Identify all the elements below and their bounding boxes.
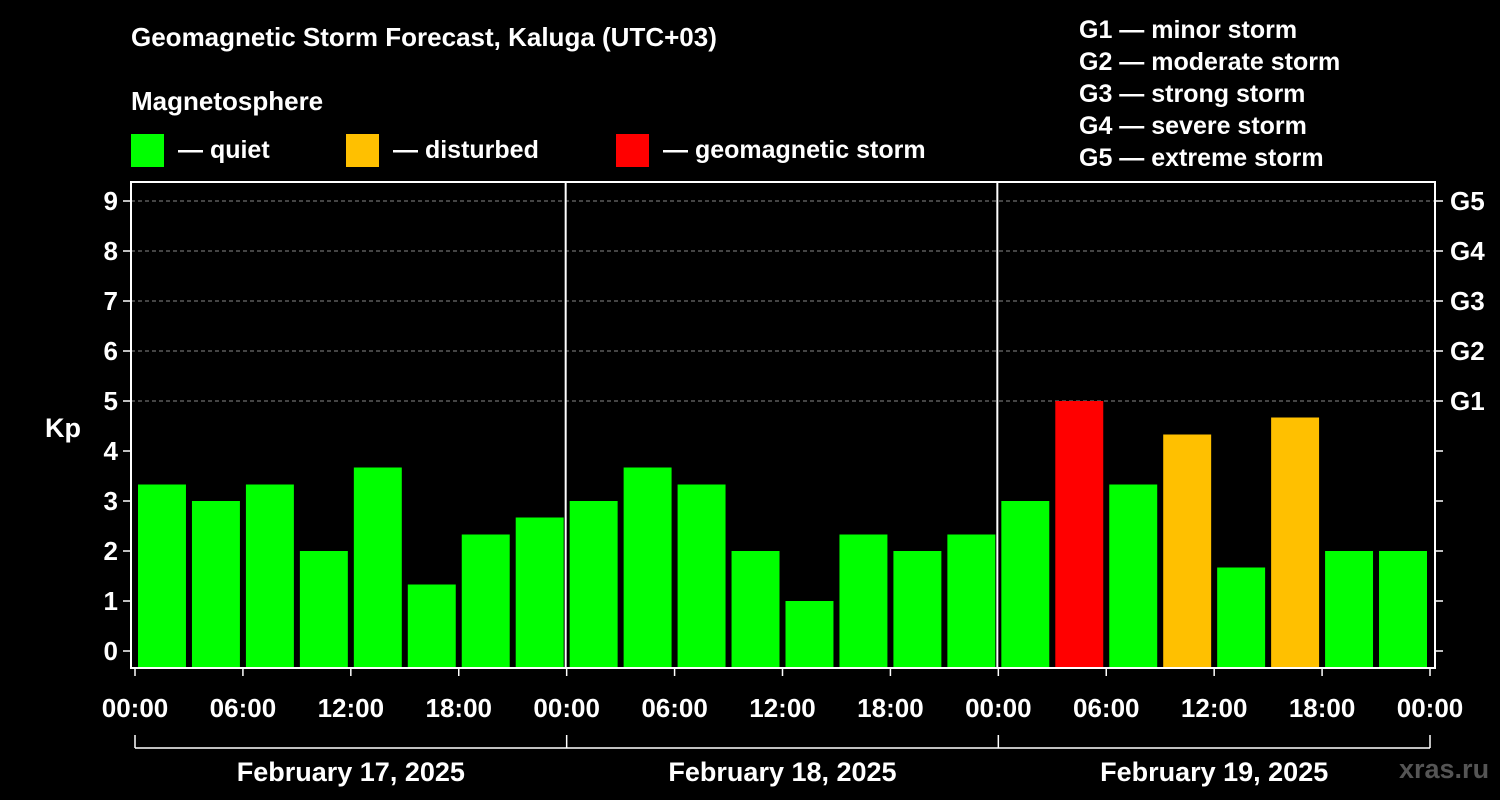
grid-lines <box>131 200 1435 402</box>
y-tick-label-9: 9 <box>104 186 118 216</box>
bar-19 <box>1163 434 1212 668</box>
y-tick-label-3: 3 <box>104 486 118 516</box>
magnetosphere-label: Magnetosphere <box>131 86 324 116</box>
bars <box>138 401 1427 668</box>
right-tick-label-g1: G1 <box>1450 386 1485 416</box>
x-tick-label-7: 18:00 <box>857 693 924 723</box>
right-tick-label-g2: G2 <box>1450 336 1485 366</box>
x-tick-label-6: 12:00 <box>749 693 816 723</box>
bar-15 <box>947 534 996 668</box>
x-tick-label-2: 12:00 <box>318 693 385 723</box>
bar-5 <box>407 584 456 668</box>
bar-3 <box>299 551 348 668</box>
right-tick-label-g4: G4 <box>1450 236 1485 266</box>
right-tick-label-g5: G5 <box>1450 186 1485 216</box>
y-axis-label: Kp <box>45 413 81 443</box>
bar-22 <box>1325 551 1374 668</box>
legend-quiet-label: — quiet <box>178 135 270 164</box>
legend-storm-swatch <box>616 133 649 167</box>
right-tick-label-g3: G3 <box>1450 286 1485 316</box>
day-label-2: February 19, 2025 <box>1100 757 1328 787</box>
bar-4 <box>353 467 402 668</box>
bar-11 <box>731 551 780 668</box>
bar-10 <box>677 484 726 668</box>
y-tick-label-0: 0 <box>104 636 118 666</box>
bar-21 <box>1271 417 1320 668</box>
x-tick-label-0: 00:00 <box>102 693 169 723</box>
bar-7 <box>515 517 564 668</box>
chart-title: Geomagnetic Storm Forecast, Kaluga (UTC+… <box>131 22 717 52</box>
bar-14 <box>893 551 942 668</box>
x-tick-label-10: 12:00 <box>1181 693 1248 723</box>
y-tick-label-6: 6 <box>104 336 118 366</box>
x-tick-label-11: 18:00 <box>1289 693 1356 723</box>
legend-quiet-swatch <box>131 133 164 167</box>
bar-17 <box>1055 401 1104 668</box>
legend-quiet: — quiet <box>131 133 270 167</box>
bar-23 <box>1379 551 1427 668</box>
x-tick-label-5: 06:00 <box>641 693 708 723</box>
y-tick-label-4: 4 <box>104 436 119 466</box>
x-tick-label-12: 00:00 <box>1397 693 1464 723</box>
bar-20 <box>1217 567 1266 668</box>
y-tick-label-2: 2 <box>104 536 118 566</box>
g-level-g3: G3 — strong storm <box>1079 80 1306 108</box>
y-tick-label-8: 8 <box>104 236 118 266</box>
x-tick-label-1: 06:00 <box>210 693 277 723</box>
x-tick-label-8: 00:00 <box>965 693 1032 723</box>
legend-disturbed-swatch <box>346 133 379 167</box>
bar-18 <box>1109 484 1158 668</box>
x-tick-label-9: 06:00 <box>1073 693 1140 723</box>
axes: 0 1 2 3 4 5 6 7 8 9 G1 G2 G3 G4 G5 00:00 06:00 12:00 18:00… <box>102 181 1485 787</box>
g-level-g4: G4 — severe storm <box>1079 112 1307 140</box>
bar-0 <box>138 484 186 668</box>
legend-disturbed: — disturbed <box>346 133 539 167</box>
day-label-0: February 17, 2025 <box>237 757 465 787</box>
g-level-key: G1 — minor storm G2 — moderate storm G3 … <box>1079 14 1340 174</box>
y-tick-label-1: 1 <box>104 586 118 616</box>
legend-storm-label: — geomagnetic storm <box>663 135 926 164</box>
bar-13 <box>839 534 888 668</box>
watermark: xras.ru <box>1399 754 1490 784</box>
legend-disturbed-label: — disturbed <box>393 135 539 164</box>
bar-6 <box>461 534 510 668</box>
g-level-g1: G1 — minor storm <box>1079 16 1298 44</box>
bar-12 <box>785 601 834 668</box>
y-tick-label-7: 7 <box>104 286 118 316</box>
bar-2 <box>245 484 294 668</box>
x-tick-label-3: 18:00 <box>426 693 493 723</box>
bar-8 <box>569 501 618 668</box>
x-tick-label-4: 00:00 <box>533 693 600 723</box>
bar-9 <box>623 467 672 668</box>
bar-16 <box>1001 501 1050 668</box>
g-level-g2: G2 — moderate storm <box>1079 48 1341 76</box>
legend-storm: — geomagnetic storm <box>616 133 926 167</box>
y-tick-label-5: 5 <box>104 386 118 416</box>
bar-1 <box>191 501 240 668</box>
g-level-g5: G5 — extreme storm <box>1079 144 1324 172</box>
day-label-1: February 18, 2025 <box>668 757 896 787</box>
